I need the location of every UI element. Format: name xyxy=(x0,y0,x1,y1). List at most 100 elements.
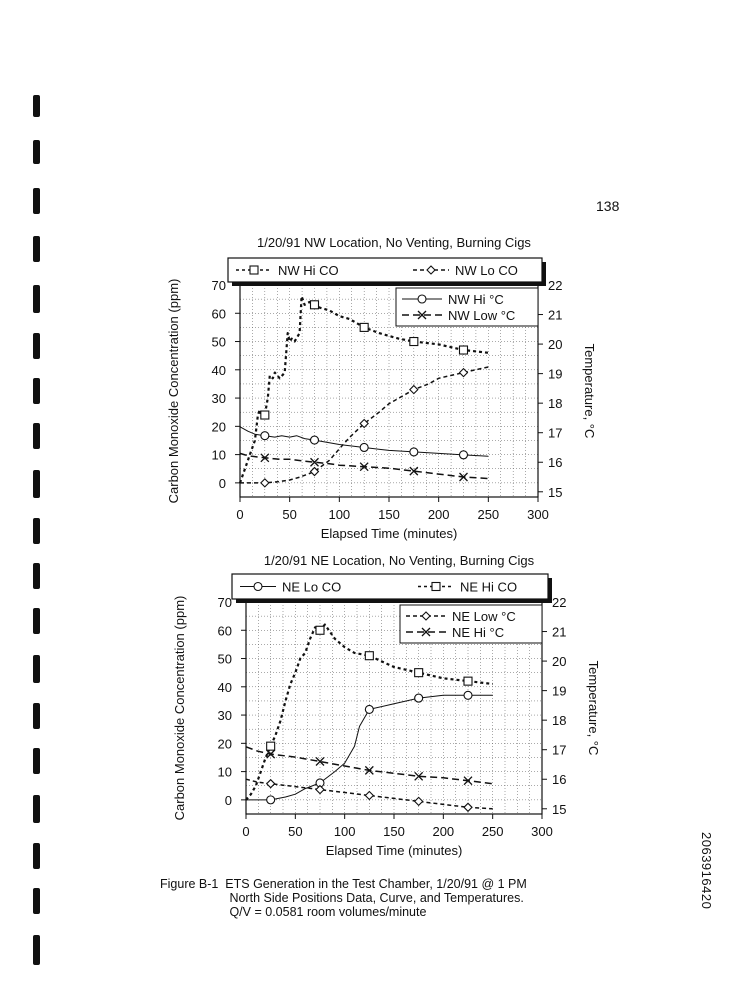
binding-hole-mark xyxy=(33,608,40,634)
series-nw-hi-c xyxy=(239,426,489,460)
series-ne-hi-c xyxy=(245,746,493,786)
y2-tick-label: 19 xyxy=(552,684,566,699)
y-tick-label: 50 xyxy=(218,652,232,667)
legend-label: NW Lo CO xyxy=(455,263,518,278)
data-point xyxy=(309,466,320,477)
y-tick-label: 70 xyxy=(218,595,232,610)
data-point xyxy=(409,466,419,476)
data-point xyxy=(414,693,424,703)
x-tick-label: 0 xyxy=(242,824,249,839)
data-point xyxy=(463,676,473,686)
y2-tick-label: 21 xyxy=(552,625,566,640)
x-tick-label: 250 xyxy=(482,824,504,839)
data-point xyxy=(364,765,374,775)
y2-tick-label: 17 xyxy=(548,426,562,441)
data-point xyxy=(260,478,270,488)
legend-item-marker xyxy=(253,581,263,592)
series-line xyxy=(245,746,493,785)
series-line xyxy=(246,694,493,801)
data-point xyxy=(309,300,320,310)
binding-hole-mark xyxy=(33,703,40,729)
chart-1: 1/20/91 NW Location, No Venting, Burning… xyxy=(166,235,597,541)
series-line xyxy=(240,366,489,484)
legend-label: NE Hi CO xyxy=(460,580,517,595)
binding-hole-mark xyxy=(33,333,40,359)
x-tick-label: 200 xyxy=(428,507,450,522)
inner-legend-item-marker xyxy=(421,611,431,621)
series-line xyxy=(239,452,489,480)
binding-hole-mark xyxy=(33,95,40,117)
legend-box xyxy=(231,573,549,600)
data-point xyxy=(359,462,369,472)
y2-tick-label: 19 xyxy=(548,367,562,382)
binding-hole-mark xyxy=(33,470,40,498)
data-point xyxy=(463,776,473,786)
y-tick-label: 0 xyxy=(225,793,232,808)
y-tick-label: 40 xyxy=(212,363,226,378)
y2-tick-label: 21 xyxy=(548,308,562,323)
series-ne-hi-co xyxy=(245,623,493,801)
data-point xyxy=(359,418,369,429)
series-nw-lo-co xyxy=(240,366,489,488)
y-tick-label: 60 xyxy=(218,623,232,638)
data-point xyxy=(315,784,325,795)
inner-legend-label: NE Hi °C xyxy=(452,625,504,640)
data-point xyxy=(463,690,473,700)
series-ne-lo-co xyxy=(246,690,493,805)
series-nw-hi-co xyxy=(238,295,489,484)
y2-tick-label: 15 xyxy=(548,485,562,500)
chart-2: 1/20/91 NE Location, No Venting, Burning… xyxy=(172,553,601,858)
caption-line: Figure B-1 ETS Generation in the Test Ch… xyxy=(160,877,527,891)
data-point xyxy=(266,749,276,759)
y2-tick-label: 15 xyxy=(552,802,566,817)
y2-tick-label: 16 xyxy=(552,772,566,787)
data-point xyxy=(309,435,320,445)
y-axis-label: Carbon Monoxide Concentration (ppm) xyxy=(166,279,181,504)
data-point xyxy=(260,431,270,441)
data-point xyxy=(310,457,319,467)
y2-axis-label: Temperature, °C xyxy=(586,661,601,756)
caption-line: Q/V = 0.0581 room volumes/minute xyxy=(160,905,427,919)
x-tick-label: 250 xyxy=(477,507,499,522)
data-point xyxy=(409,336,419,347)
y2-tick-label: 16 xyxy=(548,455,562,470)
x-tick-label: 50 xyxy=(282,507,296,522)
x-tick-label: 50 xyxy=(288,824,302,839)
binding-hole-mark xyxy=(33,843,40,869)
data-point xyxy=(458,345,469,355)
binding-hole-mark xyxy=(33,378,40,404)
y2-tick-label: 18 xyxy=(548,396,562,411)
x-axis-label: Elapsed Time (minutes) xyxy=(326,843,463,858)
chart-title: 1/20/91 NE Location, No Venting, Burning… xyxy=(264,553,535,568)
chart-title: 1/20/91 NW Location, No Venting, Burning… xyxy=(257,235,531,250)
y-tick-label: 10 xyxy=(212,448,226,463)
data-point xyxy=(458,450,469,460)
binding-hole-mark xyxy=(33,188,40,214)
data-point xyxy=(414,668,424,678)
data-point xyxy=(315,625,325,635)
legend-label: NW Hi CO xyxy=(278,263,339,278)
y2-tick-label: 20 xyxy=(552,654,566,669)
series-line xyxy=(245,623,493,801)
legend-item-marker xyxy=(426,265,436,275)
y-tick-label: 20 xyxy=(218,736,232,751)
caption-line: North Side Positions Data, Curve, and Te… xyxy=(160,891,524,905)
inner-legend-box xyxy=(399,604,543,644)
inner-legend-label: NE Low °C xyxy=(452,609,516,624)
series-nw-low-c xyxy=(239,452,489,482)
data-point xyxy=(463,802,473,813)
data-point xyxy=(364,651,374,661)
x-tick-label: 100 xyxy=(328,507,350,522)
y-tick-label: 30 xyxy=(212,391,226,406)
x-tick-label: 150 xyxy=(383,824,405,839)
y-tick-label: 70 xyxy=(212,278,226,293)
y-tick-label: 0 xyxy=(219,476,226,491)
binding-hole-mark xyxy=(33,140,40,164)
binding-hole-mark xyxy=(33,563,40,589)
binding-hole-mark xyxy=(33,236,40,262)
data-point xyxy=(359,322,369,332)
y-tick-label: 40 xyxy=(218,680,232,695)
binding-hole-mark xyxy=(33,423,40,449)
y-tick-label: 20 xyxy=(212,419,226,434)
